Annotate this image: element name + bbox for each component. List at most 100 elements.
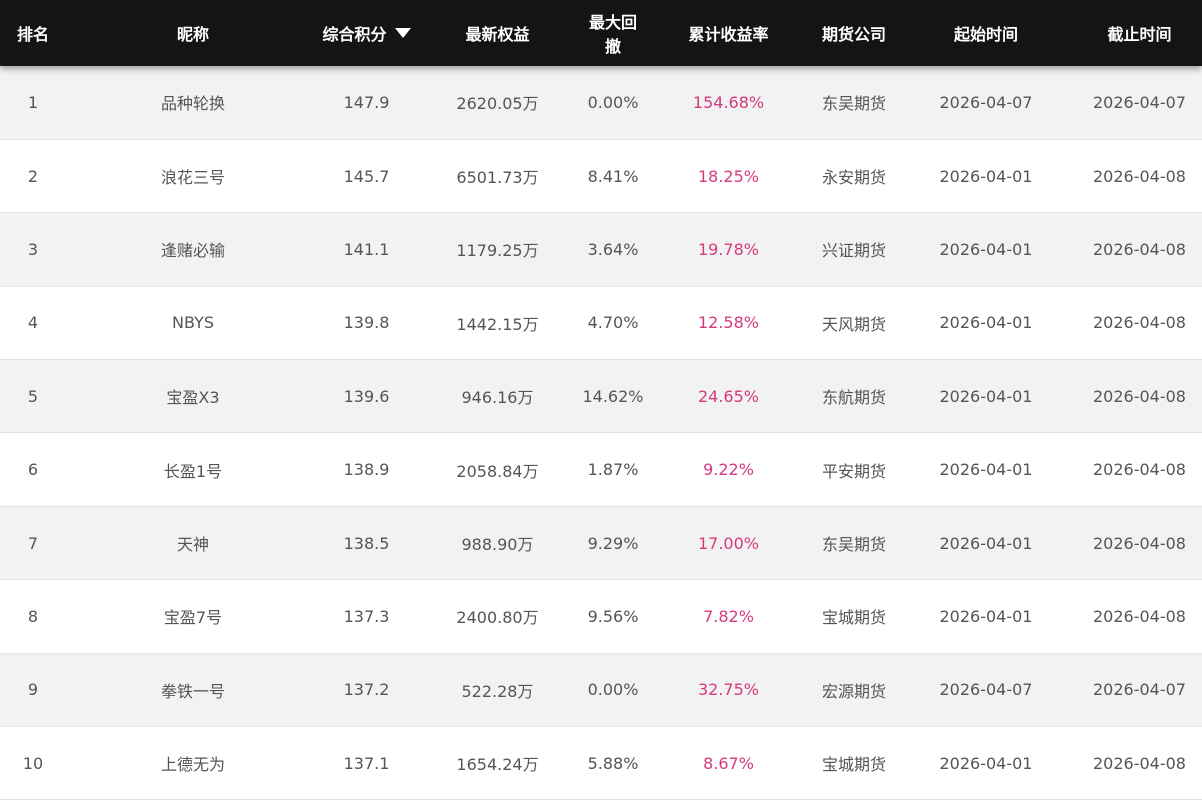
cell-end-date: 2026-04-08 [1093,313,1186,333]
cell-broker: 永安期货 [821,168,886,188]
header-broker: 期货公司 [821,25,886,44]
cell-score: 141.1 [343,239,390,259]
table-row[interactable]: 6 长盈1号 138.9 2058.84万 1.87% 9.22% 平安期货 2026-04-… [0,432,1202,507]
cell-start-date: 2026-04-07 [939,92,1033,112]
header-score-label: 综合积分 [322,25,387,44]
table-row[interactable]: 5 宝盈X3 139.6 946.16万 14.62% 24.65% 东航期货 2026-04… [0,359,1202,433]
cell-name: 天神 [176,535,209,555]
cell-equity: 2058.84万 [456,461,539,481]
cell-start-date: 2026-04-01 [939,753,1033,773]
cell-equity: 2620.05万 [456,94,539,114]
table-row[interactable]: 9 拳铁一号 137.2 522.28万 0.00% 32.75% 宏源期货 2026-04-… [0,653,1202,727]
header-score-sort[interactable]: 综合积分 [320,0,413,66]
cell-rank: 9 [27,680,39,700]
cell-end-date: 2026-04-08 [1093,166,1186,186]
cell-end-date: 2026-04-08 [1093,239,1186,259]
cell-score: 139.6 [343,386,390,406]
cell-name: 品种轮换 [160,94,225,114]
cell-drawdown: 9.29% [587,533,639,553]
cell-equity: 988.90万 [461,535,534,555]
cell-name: 宝盈X3 [166,388,220,408]
cell-drawdown: 8.41% [587,166,639,186]
table-row[interactable]: 3 逢赌必输 141.1 1179.25万 3.64% 19.78% 兴证期货 2026-04… [0,212,1202,287]
cell-name: 上德无为 [160,755,225,775]
cell-drawdown: 3.64% [587,239,639,259]
cell-start-date: 2026-04-01 [939,460,1033,480]
table-row[interactable]: 1 品种轮换 147.9 2620.05万 0.00% 154.68% 东吴期货 2026-0… [0,66,1202,140]
cell-score: 147.9 [343,92,390,112]
cell-drawdown: 14.62% [582,386,644,406]
cell-return: 19.78% [697,239,759,259]
table-row[interactable]: 8 宝盈7号 137.3 2400.80万 9.56% 7.82% 宝城期货 2026-04-… [0,579,1202,654]
cell-broker: 宝城期货 [821,755,886,775]
cell-rank: 10 [22,753,44,773]
cell-name: 浪花三号 [160,168,225,188]
cell-return: 7.82% [703,606,754,626]
cell-return: 8.67% [703,753,754,773]
cell-rank: 5 [27,386,39,406]
cell-score: 139.8 [343,313,390,333]
cell-drawdown: 0.00% [587,92,639,112]
cell-name: 拳铁一号 [160,681,225,701]
cell-rank: 3 [27,239,39,259]
table-row[interactable]: 4 NBYS 139.8 1442.15万 4.70% 12.58% 天风期货 2026-04… [0,286,1202,360]
cell-end-date: 2026-04-08 [1093,460,1186,480]
cell-equity: 2400.80万 [456,608,539,628]
cell-end-date: 2026-04-08 [1093,753,1186,773]
header-name: 昵称 [176,25,209,44]
table-row[interactable]: 2 浪花三号 145.7 6501.73万 8.41% 18.25% 永安期货 2026-04… [0,139,1202,213]
cell-drawdown: 1.87% [587,460,639,480]
cell-start-date: 2026-04-01 [939,166,1033,186]
cell-end-date: 2026-04-08 [1093,533,1186,553]
cell-start-date: 2026-04-01 [939,239,1033,259]
cell-return: 24.65% [697,386,759,406]
cell-score: 137.2 [343,680,390,700]
cell-broker: 兴证期货 [821,241,886,261]
cell-broker: 东吴期货 [821,94,886,114]
table-header-row: 排名 昵称 综合积分 最新权益 最大回撤 累计收益率 期货公司 起始时间 截止时… [0,0,1202,66]
cell-equity: 1179.25万 [456,241,539,261]
cell-return: 154.68% [692,92,765,112]
header-drawdown: 最大回撤 [588,13,637,56]
cell-broker: 平安期货 [821,461,886,481]
cell-score: 138.5 [343,533,390,553]
cell-start-date: 2026-04-07 [939,680,1033,700]
cell-drawdown: 4.70% [587,313,639,333]
table-body: 1 品种轮换 147.9 2620.05万 0.00% 154.68% 东吴期货 2026-0… [0,66,1202,800]
cell-equity: 522.28万 [461,681,534,701]
cell-rank: 7 [27,533,39,553]
cell-return: 12.58% [697,313,759,333]
cell-score: 137.1 [343,753,390,773]
cell-end-date: 2026-04-07 [1093,92,1186,112]
cell-name: NBYS [172,313,214,333]
cell-end-date: 2026-04-08 [1093,606,1186,626]
table-row[interactable]: 7 天神 138.5 988.90万 9.29% 17.00% 东吴期货 2026-04-01… [0,506,1202,580]
header-start: 起始时间 [953,25,1018,44]
table-row[interactable]: 10 上德无为 137.1 1654.24万 5.88% 8.67% 宝城期货 2026-04… [0,726,1202,800]
cell-rank: 4 [27,313,39,333]
header-equity: 最新权益 [465,25,530,44]
cell-rank: 8 [27,606,39,626]
cell-drawdown: 5.88% [587,753,639,773]
header-rank: 排名 [16,25,49,44]
cell-drawdown: 9.56% [587,606,639,626]
cell-rank: 6 [27,460,39,480]
cell-rank: 1 [27,92,39,112]
cell-name: 长盈1号 [163,461,223,481]
cell-end-date: 2026-04-08 [1093,386,1186,406]
cell-rank: 2 [27,166,39,186]
header-end: 截止时间 [1107,25,1172,44]
cell-broker: 宏源期货 [821,681,886,701]
header-return: 累计收益率 [688,25,769,44]
cell-start-date: 2026-04-01 [939,606,1033,626]
cell-name: 宝盈7号 [163,608,223,628]
cell-broker: 东航期货 [821,388,886,408]
cell-return: 18.25% [697,166,759,186]
cell-start-date: 2026-04-01 [939,313,1033,333]
cell-score: 137.3 [343,606,390,626]
cell-broker: 天风期货 [821,314,886,334]
cell-equity: 6501.73万 [456,168,539,188]
cell-start-date: 2026-04-01 [939,533,1033,553]
cell-score: 145.7 [343,166,390,186]
